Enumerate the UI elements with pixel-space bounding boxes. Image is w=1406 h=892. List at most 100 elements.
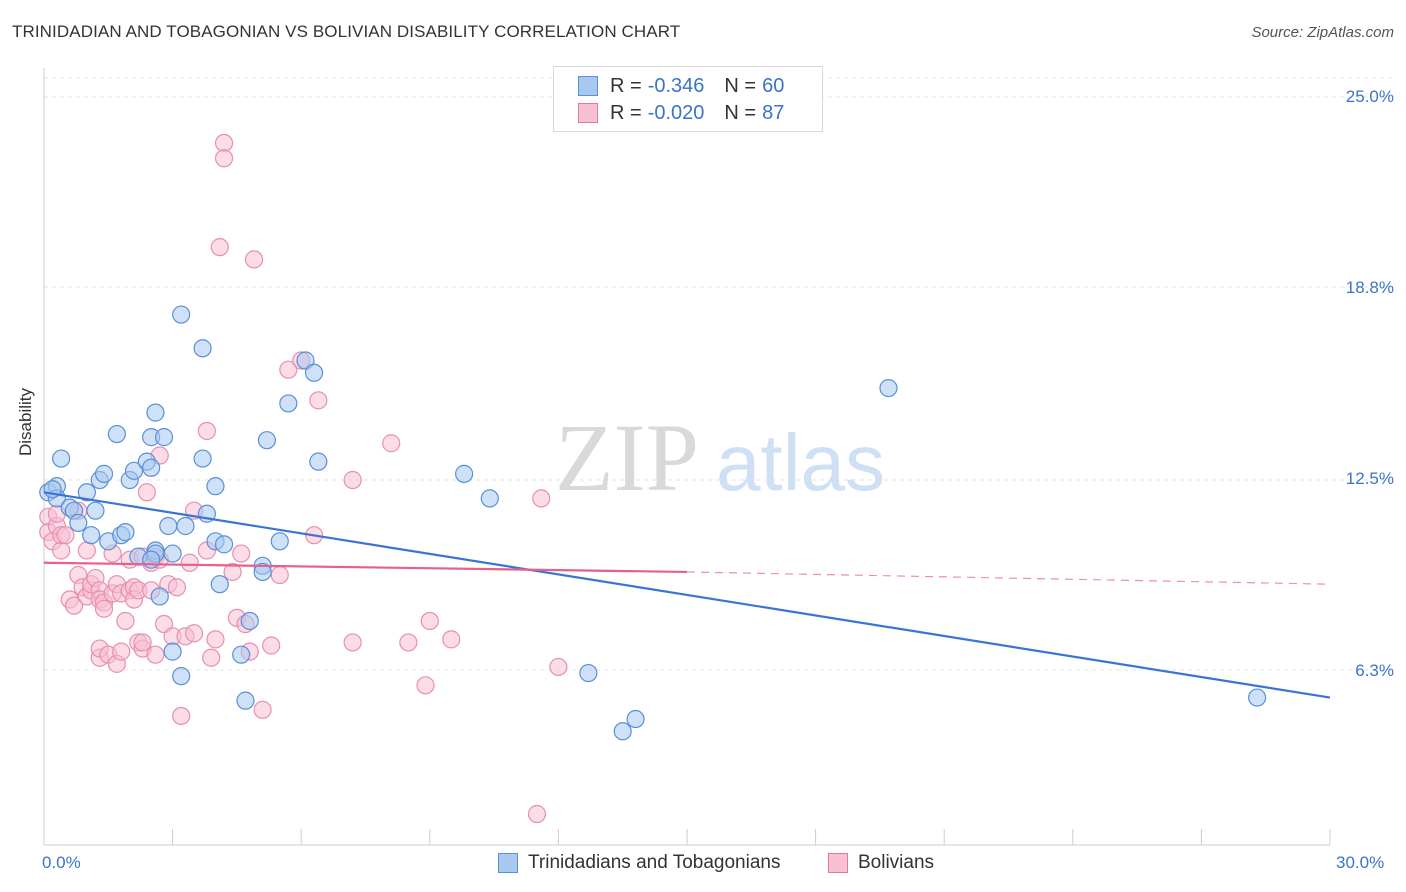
bottom-legend-swatch-pink (828, 853, 848, 873)
data-point (214, 535, 234, 554)
y-tick-label: 6.3% (1355, 661, 1394, 680)
legend-r-label: R = (610, 101, 642, 124)
legend-n-value: 87 (762, 101, 785, 124)
data-point (626, 709, 645, 729)
bottom-legend-label: Bolivians (858, 852, 935, 873)
data-point (399, 633, 418, 652)
legend-box: R = -0.346 N = 60 R = -0.020 N = 87 (553, 66, 823, 132)
data-point (279, 394, 298, 413)
data-point (94, 599, 114, 618)
data-point (82, 526, 101, 545)
data-point (253, 700, 272, 719)
data-point (206, 630, 225, 649)
bolivians-points (39, 133, 568, 824)
data-point (1248, 688, 1267, 707)
data-point (527, 804, 547, 824)
axes (43, 68, 1331, 846)
data-point (124, 461, 144, 480)
data-point (94, 464, 114, 483)
data-point (232, 645, 251, 664)
data-point (146, 645, 165, 664)
data-point (454, 464, 474, 483)
legend-n-value: 60 (762, 74, 785, 97)
bottom-legend-swatch-blue (498, 853, 518, 873)
data-point (442, 630, 461, 649)
gridlines (44, 77, 1392, 671)
data-point (262, 636, 281, 655)
trinidadians-points (39, 305, 1267, 741)
data-point (172, 706, 191, 726)
data-point (176, 516, 195, 536)
data-point (52, 449, 71, 468)
data-point (172, 305, 191, 324)
data-point (202, 648, 221, 667)
legend-n-label: N = (724, 74, 757, 97)
data-point (382, 434, 401, 453)
bottom-legend-label: Trinidadians and Tobagonians (528, 852, 781, 873)
data-point (232, 544, 251, 563)
data-point (309, 452, 328, 471)
data-point (69, 513, 88, 533)
data-point (56, 526, 75, 545)
data-point (343, 633, 362, 652)
data-point (279, 360, 298, 379)
data-point (244, 250, 264, 269)
data-point (214, 149, 234, 168)
data-point (549, 657, 568, 677)
source-label: Source: ZipAtlas.com (1251, 24, 1394, 41)
y-axis-label: Disability (16, 387, 35, 456)
data-point (309, 391, 328, 410)
legend-r-value: -0.020 (647, 101, 705, 124)
y-tick-label: 25.0% (1345, 87, 1394, 106)
data-point (210, 575, 229, 594)
data-point (257, 431, 277, 450)
data-point (154, 428, 174, 447)
data-point (613, 722, 632, 741)
data-point (879, 378, 898, 398)
data-point (116, 523, 135, 542)
data-point (159, 516, 178, 536)
data-point (107, 424, 126, 444)
data-point (77, 483, 96, 502)
data-point (167, 578, 186, 597)
data-point (193, 449, 212, 468)
data-point (64, 596, 84, 615)
data-point (206, 477, 225, 496)
legend-r-label: R = (610, 74, 642, 97)
data-point (137, 483, 156, 502)
trend-line-trinidadians (43, 491, 1331, 699)
data-point (142, 458, 161, 477)
data-point (116, 611, 135, 631)
data-point (214, 133, 234, 153)
legend-r-value: -0.346 (647, 74, 705, 97)
watermark-zip: ZIP (555, 404, 699, 511)
data-point (420, 611, 439, 631)
legend-row-trinidadians: R = -0.346 N = 60 (578, 73, 784, 99)
data-point (416, 676, 435, 695)
data-point (236, 691, 255, 710)
data-point (270, 532, 289, 551)
data-point (86, 501, 105, 520)
data-point (240, 611, 259, 631)
data-point (480, 489, 499, 508)
data-point (77, 541, 96, 560)
data-point (197, 421, 216, 441)
data-point (304, 363, 324, 382)
trend-line-bolivians-extrapolated (686, 571, 1331, 585)
legend-row-bolivians: R = -0.020 N = 87 (578, 100, 784, 126)
data-point (343, 470, 362, 490)
data-point (180, 553, 199, 572)
data-point (579, 663, 598, 683)
data-point (270, 565, 289, 585)
y-tick-label: 12.5% (1345, 469, 1394, 488)
data-point (532, 489, 551, 508)
legend-n-label: N = (724, 101, 757, 124)
data-point (172, 667, 191, 686)
legend-swatch-blue (578, 76, 598, 96)
data-point (133, 633, 152, 652)
x-tick-label-min: 0.0% (42, 853, 81, 872)
data-point (210, 238, 229, 257)
watermark-atlas: atlas (716, 418, 885, 507)
watermark: ZIP atlas (555, 404, 885, 511)
